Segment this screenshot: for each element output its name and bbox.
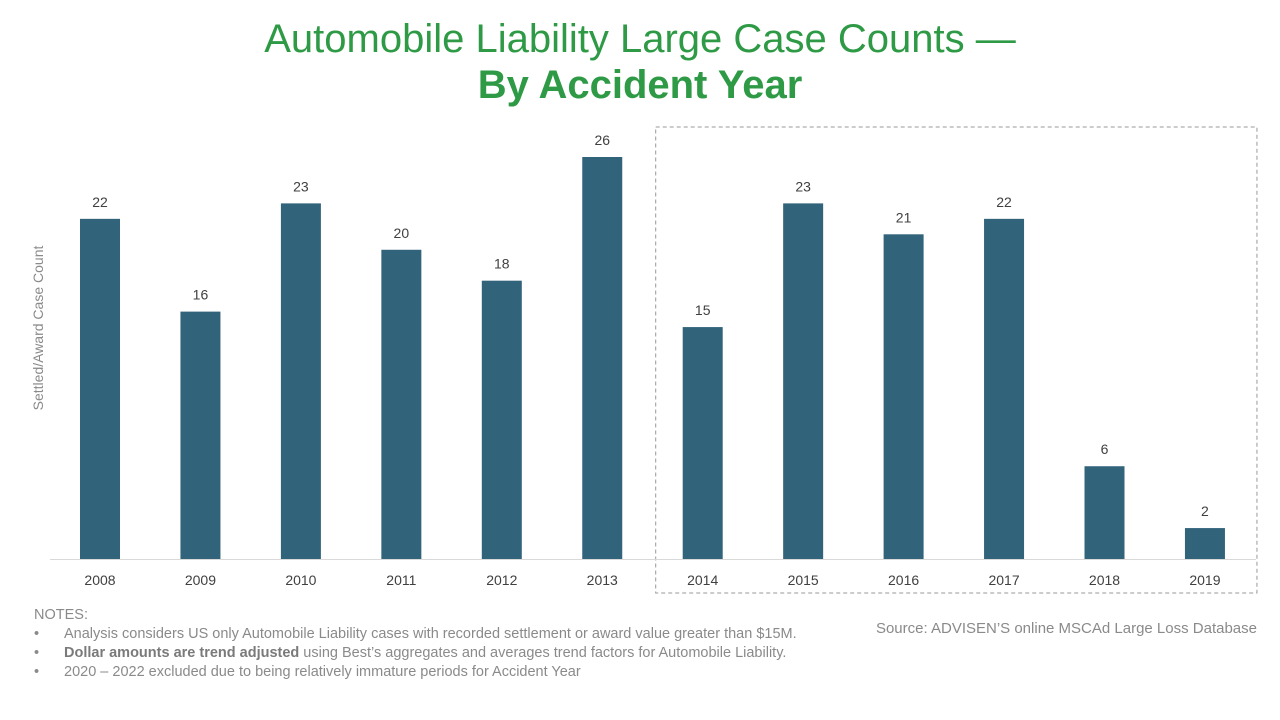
x-tick-2011: 2011 [386, 572, 416, 588]
note-item: Dollar amounts are trend adjusted using … [34, 644, 797, 663]
x-tick-2018: 2018 [1089, 572, 1120, 588]
data-label-2018: 6 [1101, 441, 1109, 457]
note-text: Analysis considers US only Automobile Li… [64, 626, 797, 642]
data-label-2016: 21 [896, 209, 912, 225]
data-label-2015: 23 [795, 178, 811, 194]
x-tick-2019: 2019 [1189, 572, 1220, 588]
x-tick-2009: 2009 [185, 572, 216, 588]
data-label-2014: 15 [695, 302, 711, 318]
title-line-2: By Accident Year [477, 63, 803, 107]
data-label-2013: 26 [594, 132, 610, 148]
note-text: 2020 – 2022 excluded due to being relati… [64, 664, 581, 680]
x-tick-2013: 2013 [587, 572, 618, 588]
chart-title: Automobile Liability Large Case Counts —… [0, 16, 1280, 108]
note-text: using Best’s aggregates and averages tre… [299, 645, 787, 661]
x-tick-2017: 2017 [988, 572, 1019, 588]
bar-2019 [1184, 528, 1225, 559]
x-tick-2008: 2008 [84, 572, 115, 588]
data-label-2011: 20 [394, 225, 410, 241]
x-tick-2010: 2010 [285, 572, 316, 588]
bar-2018 [1084, 466, 1125, 559]
bar-2014 [682, 327, 723, 559]
x-tick-2014: 2014 [687, 572, 718, 588]
x-tick-2016: 2016 [888, 572, 919, 588]
x-tick-2015: 2015 [788, 572, 819, 588]
data-label-2019: 2 [1201, 503, 1209, 519]
bar-2010 [280, 203, 321, 559]
highlight-box [655, 126, 1258, 594]
title-line-1: Automobile Liability Large Case Counts — [264, 17, 1016, 61]
data-label-2009: 16 [193, 287, 209, 303]
note-bold: Dollar amounts are trend adjusted [64, 645, 300, 661]
notes-heading: NOTES: [34, 607, 88, 623]
bar-2009 [180, 311, 221, 559]
data-label-2012: 18 [494, 256, 510, 272]
data-label-2010: 23 [293, 178, 309, 194]
bar-2013 [582, 157, 623, 559]
bar-2017 [984, 218, 1025, 559]
source-text: Source: ADVISEN’S online MSCAd Large Los… [875, 620, 1257, 637]
bar-2012 [481, 280, 522, 559]
notes: NOTES: Analysis considers US only Automo… [34, 606, 797, 682]
data-label-2017: 22 [996, 194, 1012, 210]
bar-2016 [883, 234, 924, 560]
y-axis-label: Settled/Award Case Count [30, 246, 46, 411]
bar-2015 [783, 203, 824, 559]
x-tick-2012: 2012 [486, 572, 517, 588]
bar-2011 [381, 249, 422, 559]
data-label-2008: 22 [92, 194, 108, 210]
note-item: Analysis considers US only Automobile Li… [34, 625, 797, 644]
bar-2008 [80, 218, 120, 559]
note-item: 2020 – 2022 excluded due to being relati… [34, 663, 797, 682]
